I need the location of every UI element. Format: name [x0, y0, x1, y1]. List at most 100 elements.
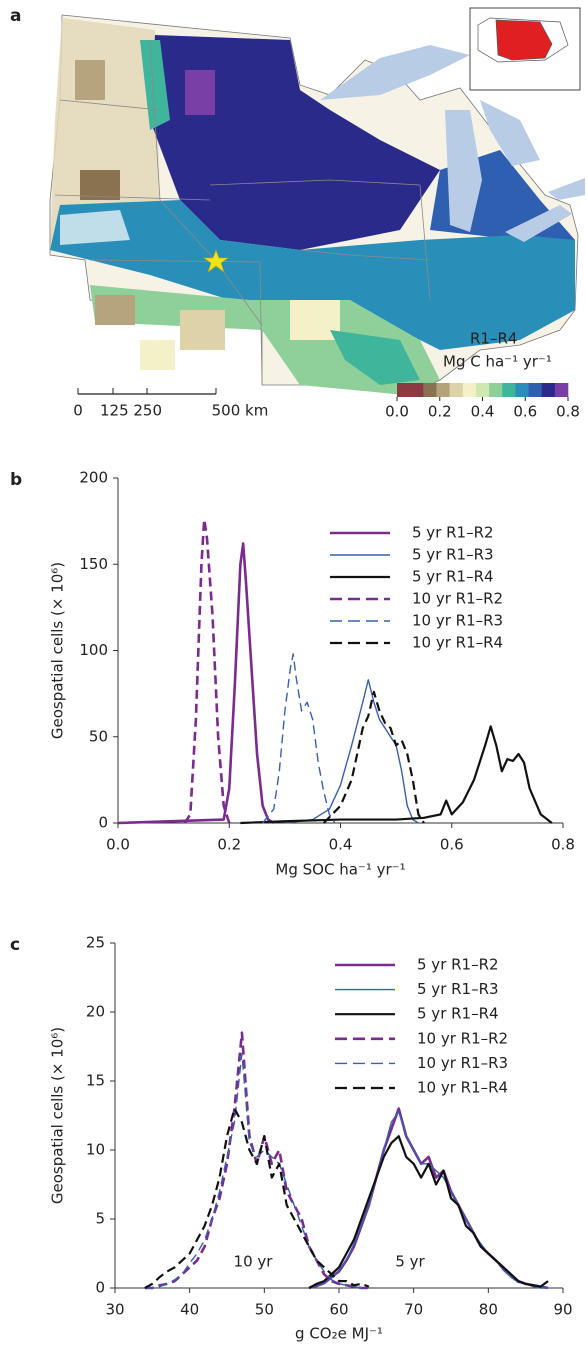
series-line	[183, 518, 231, 824]
legend-label: 10 yr R1–R2	[412, 590, 503, 608]
inset-map	[469, 7, 581, 91]
x-tick-label: 70	[404, 1301, 423, 1319]
scale-bar: 0 125 250 500 km	[73, 388, 268, 420]
lake	[445, 110, 482, 232]
colorbar-swatch	[462, 383, 477, 397]
colorbar-swatch	[397, 383, 411, 397]
y-tick-label: 5	[95, 1210, 105, 1228]
y-tick-label: 50	[89, 727, 108, 745]
map-patch	[60, 210, 130, 245]
y-axis-label: Geospatial cells (× 10⁶)	[49, 562, 67, 739]
series-line	[240, 725, 553, 825]
y-tick-label: 0	[98, 814, 108, 832]
x-tick-label: 80	[479, 1301, 498, 1319]
lake	[320, 45, 470, 100]
series-line	[308, 1135, 549, 1289]
series-line	[284, 679, 419, 824]
colorbar-swatch	[475, 383, 490, 397]
panel-label: b	[10, 470, 22, 490]
colorbar-swatch	[528, 383, 542, 397]
colorbar-swatch	[410, 383, 424, 397]
series-line	[309, 1110, 549, 1289]
series-line	[144, 1107, 370, 1289]
y-tick-label: 200	[79, 469, 108, 487]
x-tick-label: 0.6	[440, 836, 464, 854]
colorbar-swatch	[502, 383, 516, 397]
colorbar-swatch	[436, 383, 450, 397]
legend-label: 10 yr R1–R4	[412, 634, 503, 652]
annotation: 10 yr	[234, 1253, 274, 1271]
star-marker	[203, 249, 229, 273]
x-tick-label: 50	[255, 1301, 274, 1319]
legend-label: 5 yr R1–R3	[417, 980, 499, 998]
series-line	[308, 1107, 549, 1290]
series-line	[323, 690, 425, 824]
colorbar-title: R1–R4	[470, 330, 517, 348]
map-patch	[150, 35, 440, 250]
annotation: 5 yr	[395, 1253, 425, 1271]
panel-label: a	[10, 6, 21, 26]
y-tick-label: 150	[79, 555, 108, 573]
colorbar-tick-label: 0.2	[428, 403, 452, 421]
legend-label: 5 yr R1–R3	[412, 546, 494, 564]
colorbar-swatch	[449, 383, 464, 397]
x-tick-label: 0.4	[329, 836, 353, 854]
lake	[505, 205, 572, 242]
series-line	[144, 1052, 369, 1289]
x-axis-label: g CO₂e MJ⁻¹	[295, 1325, 383, 1343]
legend-label: 5 yr R1–R2	[417, 956, 499, 974]
legend-label: 5 yr R1–R2	[412, 524, 494, 542]
line-chart: b 0 50 100 150 200 0.0 0.2 0.4 0.6 0.8 Mg SOC ha⁻¹ …	[10, 469, 575, 879]
scale-label: 0	[73, 402, 83, 420]
x-tick-label: 0.2	[217, 836, 241, 854]
map-patch	[75, 60, 105, 100]
x-axis-label: Mg SOC ha⁻¹ yr⁻¹	[275, 861, 405, 879]
colorbar-swatch	[489, 383, 503, 397]
map-patch	[95, 295, 135, 325]
panel-label: c	[10, 935, 20, 955]
y-tick-label: 100	[79, 641, 108, 659]
y-axis-label: Geospatial cells (× 10⁶)	[49, 1027, 67, 1204]
map-patch	[290, 300, 340, 340]
colorbar-swatch	[541, 383, 556, 397]
colorbar-tick-label: 0.4	[471, 403, 495, 421]
colorbar-swatch	[423, 383, 437, 397]
y-tick-label: 20	[86, 1003, 105, 1021]
lake	[548, 178, 585, 200]
y-tick-label: 0	[95, 1279, 105, 1297]
map-patch	[90, 285, 440, 395]
y-tick-label: 10	[86, 1141, 105, 1159]
map-patch	[50, 200, 575, 350]
map-patch	[180, 310, 225, 350]
x-tick-label: 0.8	[551, 836, 575, 854]
map-panel: a	[10, 6, 585, 421]
map-patch	[80, 170, 120, 200]
scale-label: 125 250	[100, 402, 162, 420]
legend-label: 10 yr R1–R2	[417, 1029, 508, 1047]
colorbar-swatch	[515, 383, 529, 397]
lake	[480, 100, 540, 166]
y-tick-label: 15	[86, 1072, 105, 1090]
line-chart: c 0 5 10 15 20 25 30 40 50 60 70 80 90 g CO₂e MJ⁻¹ Geos…	[10, 934, 573, 1343]
map-patch	[330, 330, 420, 385]
legend-label: 5 yr R1–R4	[412, 568, 494, 586]
legend-label: 10 yr R1–R3	[417, 1054, 508, 1072]
x-tick-label: 60	[329, 1301, 348, 1319]
map-patch	[140, 40, 170, 130]
colorbar-units: Mg C ha⁻¹ yr⁻¹	[443, 353, 552, 371]
x-tick-label: 0.0	[106, 836, 130, 854]
colorbar-tick-label: 0.0	[385, 403, 409, 421]
x-tick-label: 30	[105, 1301, 124, 1319]
map-patch	[185, 70, 215, 115]
colorbar: 0.0 0.2 0.4 0.6 0.8	[385, 383, 580, 421]
map-patch	[140, 340, 175, 370]
legend-label: 5 yr R1–R4	[417, 1005, 499, 1023]
colorbar-tick-label: 0.8	[556, 403, 580, 421]
scale-label: 500 km	[212, 402, 269, 420]
legend-label: 10 yr R1–R4	[417, 1079, 508, 1097]
series-line	[117, 542, 275, 825]
x-tick-label: 40	[180, 1301, 199, 1319]
y-tick-label: 25	[86, 934, 105, 952]
